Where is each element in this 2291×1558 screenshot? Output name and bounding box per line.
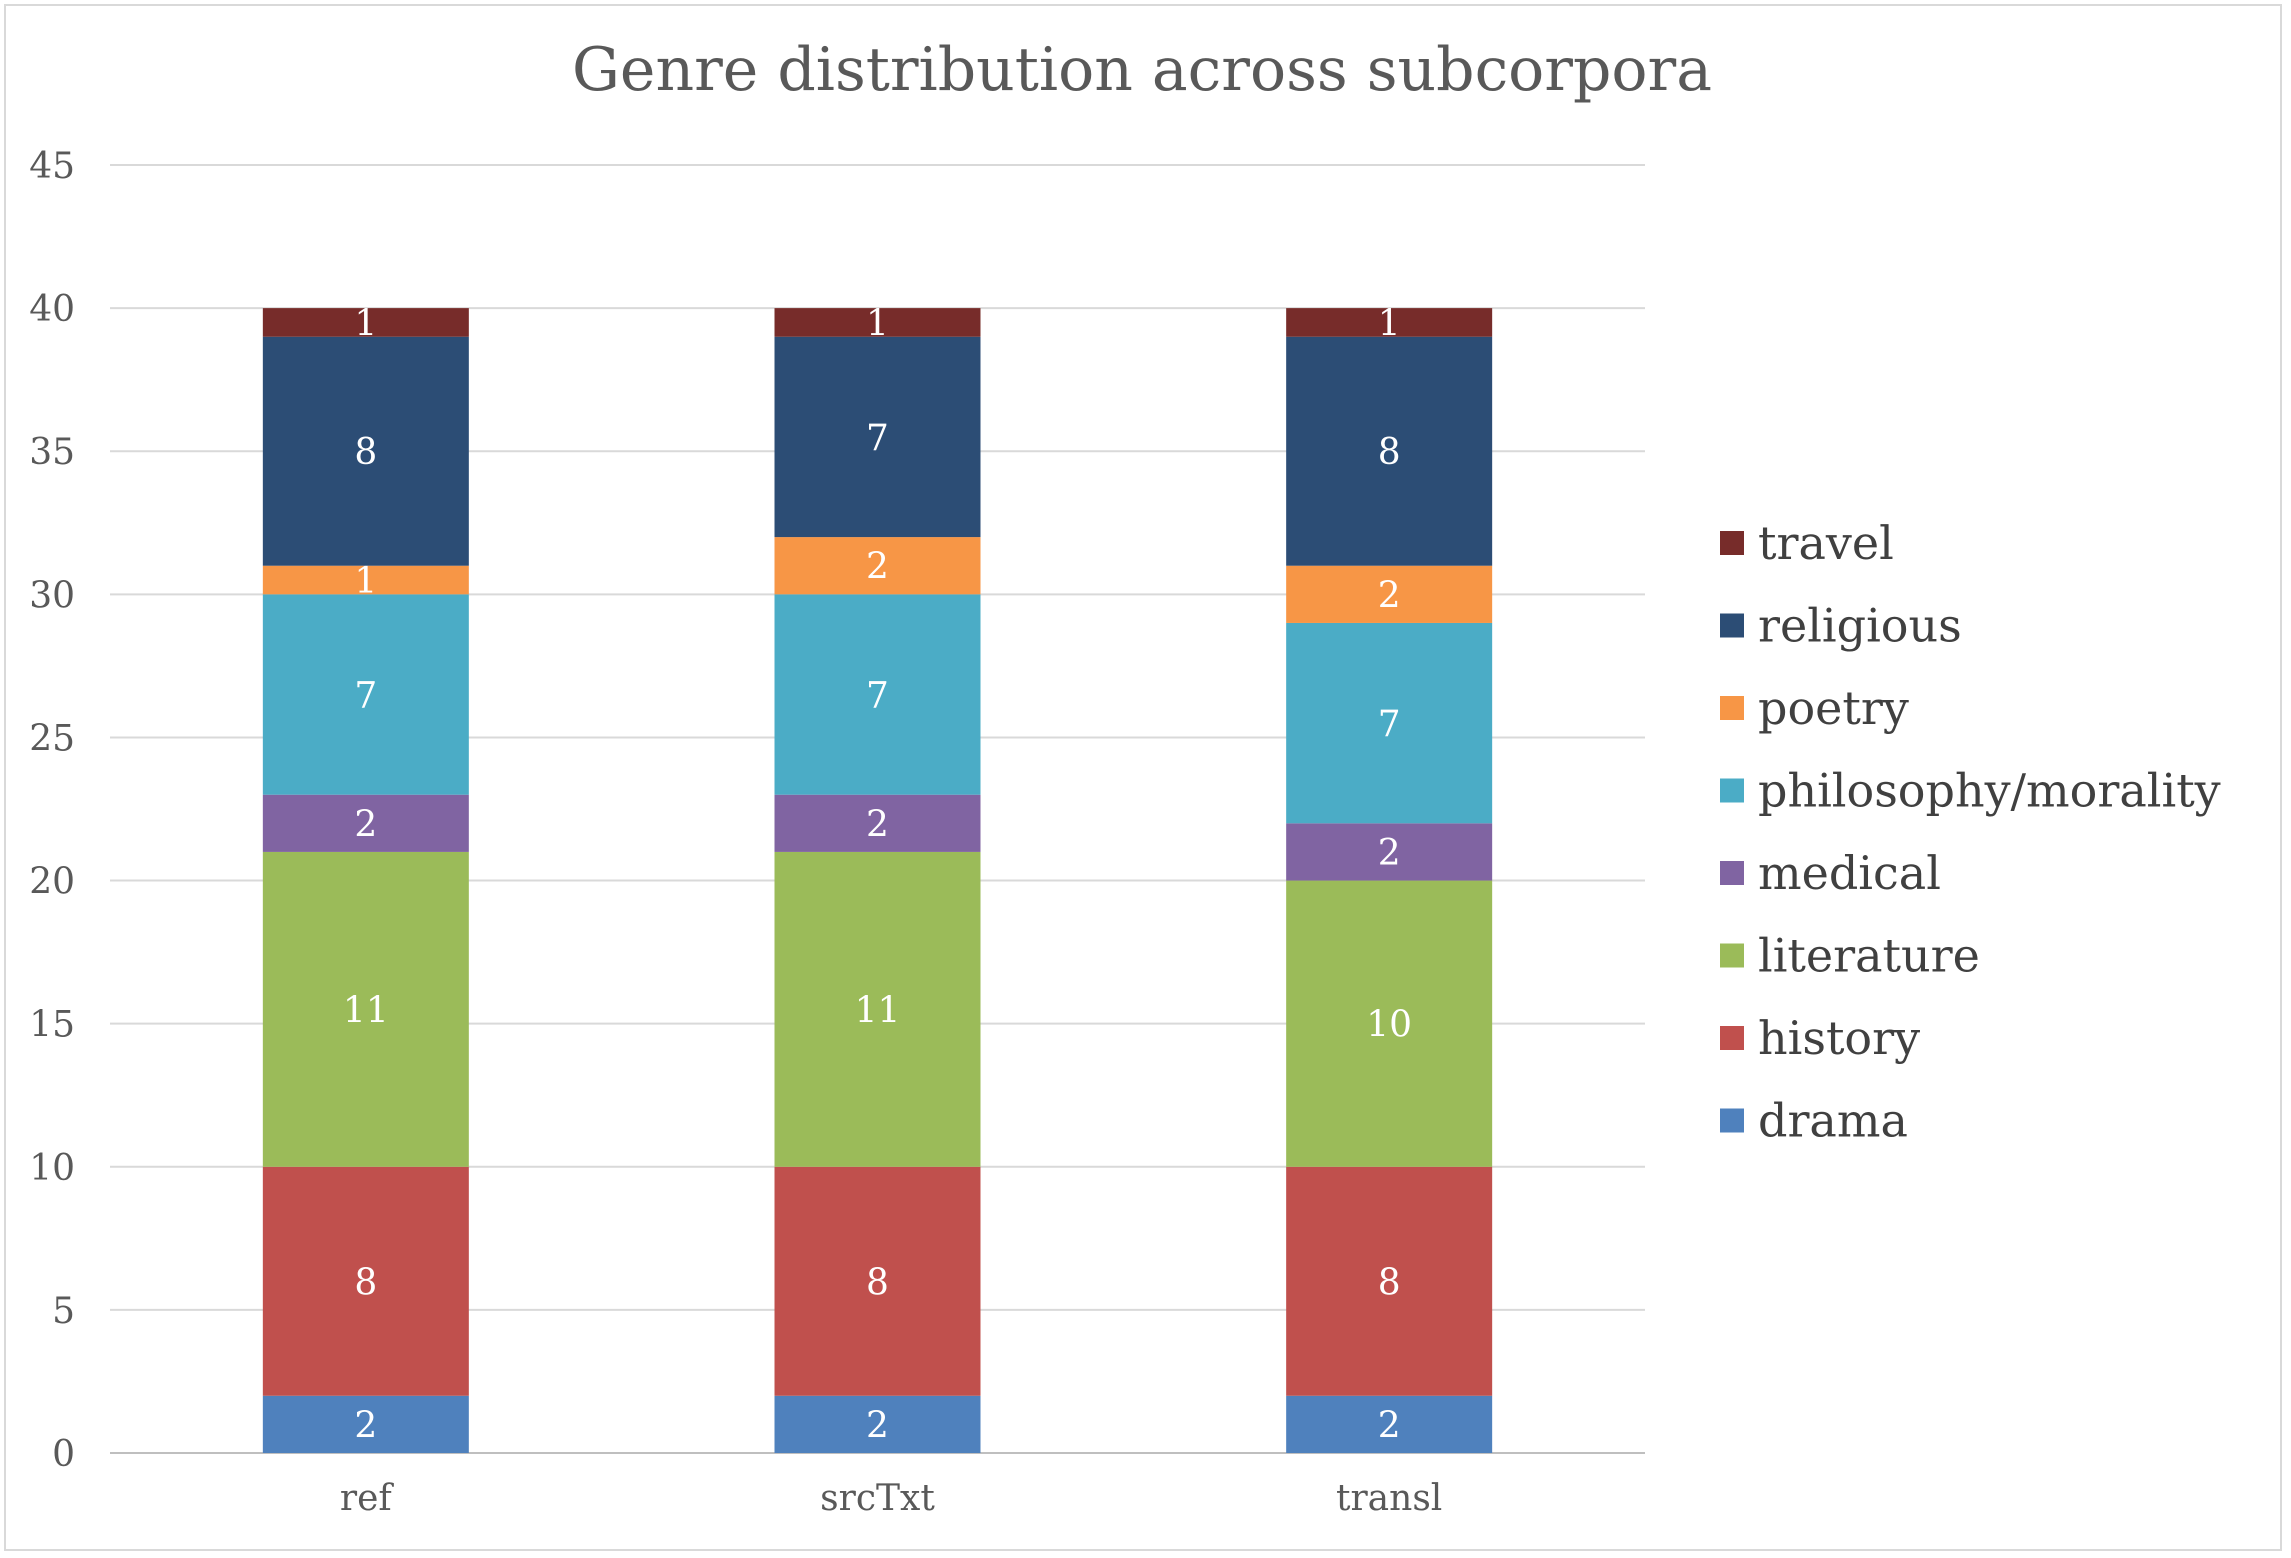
legend-swatch [1720, 778, 1744, 803]
x-axis-ticks: ref srcTxt transl [340, 1478, 1442, 1519]
bar-segment [1286, 823, 1493, 881]
bar-segment [1286, 1395, 1493, 1453]
bar-segment [1286, 308, 1493, 337]
bar-segment [1286, 336, 1493, 566]
data-label: 2 [1378, 833, 1401, 874]
bar-segment [1286, 565, 1493, 623]
y-tick-label: 35 [29, 432, 75, 473]
y-tick-label: 20 [29, 862, 75, 903]
data-label: 2 [1378, 1405, 1401, 1446]
data-label: 11 [343, 990, 389, 1031]
bar-segment [1286, 622, 1493, 824]
chart-title: Genre distribution across subcorpora [572, 35, 1712, 105]
data-label: 7 [354, 676, 377, 717]
bar-stack-transl: 2 8 10 2 7 2 8 1 [1286, 303, 1493, 1453]
y-axis-ticks: 0 5 10 15 20 25 30 35 40 45 [29, 146, 75, 1475]
data-label: 2 [866, 1405, 889, 1446]
data-label: 10 [1366, 1005, 1412, 1046]
legend-swatch [1720, 861, 1744, 885]
legend-swatch [1720, 1108, 1744, 1133]
data-label: 8 [354, 432, 377, 473]
data-label: 1 [1378, 303, 1401, 344]
bar-stack-srcTxt: 2 8 11 2 7 2 7 1 [774, 303, 981, 1453]
data-label: 1 [354, 561, 377, 602]
bar-segment [1286, 880, 1493, 1167]
bar-stack-ref: 2 8 11 2 7 1 8 1 [262, 303, 469, 1453]
bar-segment [774, 1395, 981, 1453]
data-label: 8 [866, 1262, 889, 1303]
bar-segment [774, 336, 981, 538]
legend-swatch [1720, 696, 1744, 720]
bar-segment [262, 594, 469, 795]
bar-segment [262, 1395, 469, 1453]
legend: travel religious poetry philosophy/morality… [1720, 516, 2221, 1148]
data-label: 11 [855, 990, 901, 1031]
data-label: 1 [866, 303, 889, 344]
y-tick-label: 25 [29, 718, 75, 759]
legend-swatch [1720, 1026, 1744, 1050]
y-tick-label: 10 [29, 1148, 75, 1189]
y-tick-label: 5 [52, 1291, 75, 1332]
bar-segment [262, 336, 469, 566]
legend-swatch [1720, 613, 1744, 638]
legend-item: travel [1720, 516, 1894, 570]
data-label: 8 [1378, 1262, 1401, 1303]
bar-segment [774, 308, 981, 337]
bar-segment [262, 851, 469, 1167]
data-label: 7 [866, 676, 889, 717]
y-tick-label: 30 [29, 575, 75, 616]
data-label: 7 [866, 418, 889, 459]
bar-segment [774, 851, 981, 1167]
y-tick-label: 40 [29, 289, 75, 330]
data-label: 2 [354, 1405, 377, 1446]
bar-segment [262, 1166, 469, 1396]
y-tick-label: 45 [29, 146, 75, 187]
legend-item: history [1720, 1011, 1920, 1065]
legend-item: religious [1720, 599, 1962, 653]
bar-segment [262, 565, 469, 595]
legend-swatch [1720, 531, 1744, 555]
legend-label: poetry [1758, 681, 1909, 735]
x-tick-label: srcTxt [820, 1478, 935, 1519]
legend-item: philosophy/morality [1720, 764, 2221, 818]
legend-label: travel [1758, 516, 1894, 570]
data-label: 2 [866, 547, 889, 588]
x-tick-label: transl [1336, 1478, 1442, 1519]
data-label: 2 [866, 804, 889, 845]
legend-item: poetry [1720, 681, 1909, 735]
legend-label: philosophy/morality [1758, 764, 2221, 818]
y-tick-label: 0 [52, 1434, 75, 1475]
x-tick-label: ref [340, 1478, 395, 1519]
bar-segment [774, 794, 981, 852]
legend-label: medical [1758, 846, 1941, 900]
data-label: 8 [1378, 432, 1401, 473]
legend-swatch [1720, 943, 1744, 968]
data-label: 2 [354, 804, 377, 845]
legend-label: religious [1758, 599, 1962, 653]
legend-item: medical [1720, 846, 1941, 900]
legend-item: literature [1720, 929, 1980, 983]
bar-segment [774, 537, 981, 595]
legend-label: drama [1758, 1094, 1908, 1148]
data-label: 8 [354, 1262, 377, 1303]
legend-label: history [1758, 1011, 1920, 1065]
bar-segment [774, 594, 981, 795]
data-label: 2 [1378, 575, 1401, 616]
data-label: 7 [1378, 704, 1401, 745]
legend-label: literature [1758, 929, 1980, 983]
legend-item: drama [1720, 1094, 1908, 1148]
bar-segment [262, 308, 469, 337]
data-label: 1 [354, 303, 377, 344]
bar-segment [262, 794, 469, 852]
y-tick-label: 15 [29, 1005, 75, 1046]
bar-segment [774, 1166, 981, 1396]
bar-segment [1286, 1166, 1493, 1396]
